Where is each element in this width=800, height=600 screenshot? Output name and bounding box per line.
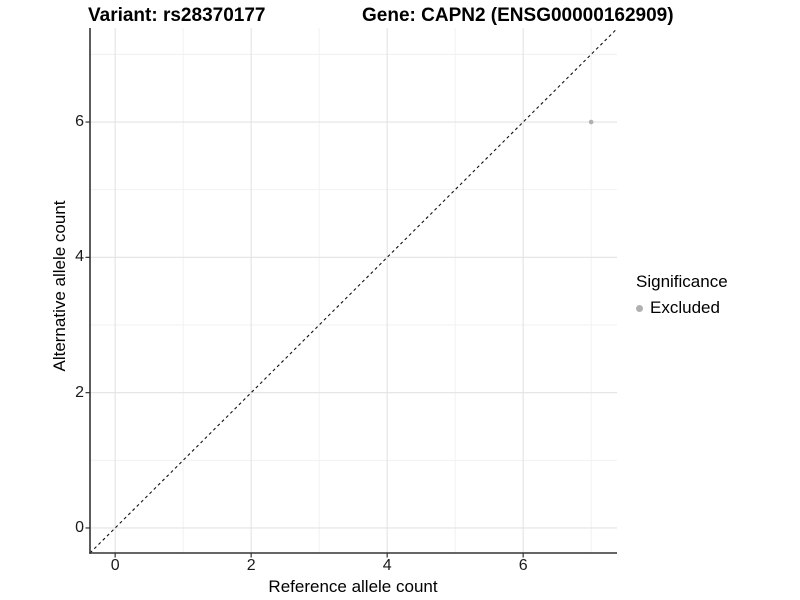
y-tick-label: 2 <box>75 383 84 401</box>
plot-title-gene: Gene: CAPN2 (ENSG00000162909) <box>362 5 674 26</box>
legend-key-dot-icon <box>636 304 643 312</box>
x-tick-label: 4 <box>382 557 392 574</box>
y-tick-label: 4 <box>75 248 84 266</box>
data-point <box>588 119 594 125</box>
y-axis-title: Alternative allele count <box>50 200 69 372</box>
x-axis-title: Reference allele count <box>268 577 438 596</box>
x-tick-label: 2 <box>246 557 256 574</box>
legend-title: Significance <box>636 272 728 291</box>
x-tick-label: 0 <box>110 557 120 574</box>
legend-item-excluded: Excluded <box>636 298 728 318</box>
identity-dashed-line <box>89 28 618 554</box>
y-tick-label: 0 <box>75 518 84 536</box>
y-tick-label: 6 <box>75 113 84 131</box>
legend: Significance Excluded <box>636 272 728 318</box>
legend-item-label: Excluded <box>650 298 720 317</box>
plot-title-variant: Variant: rs28370177 <box>88 5 266 26</box>
x-tick-label: 6 <box>518 557 528 574</box>
